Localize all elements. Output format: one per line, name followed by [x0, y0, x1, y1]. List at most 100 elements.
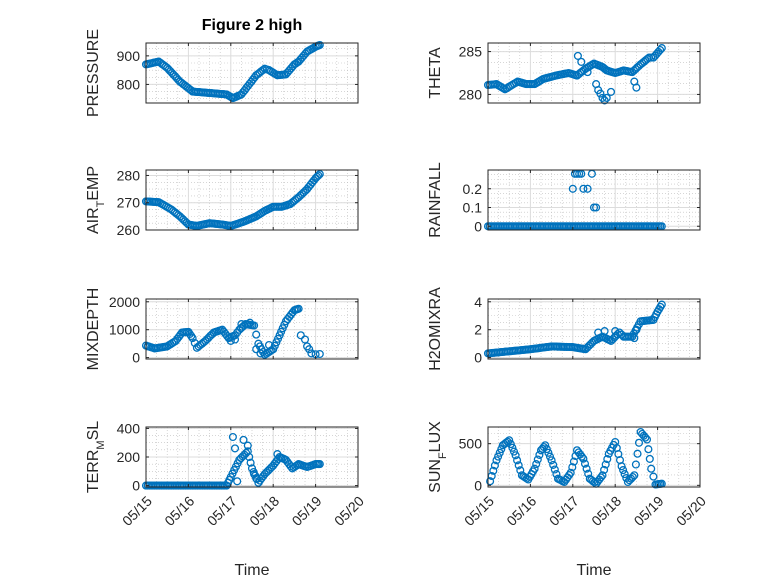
data-point: [243, 441, 252, 450]
data-point: [245, 318, 254, 327]
data-point: [315, 460, 324, 469]
data-point: [645, 454, 654, 463]
data-point: [486, 477, 495, 486]
data-point: [258, 65, 268, 75]
data-point: [256, 349, 265, 358]
y-tick-label: 1000: [109, 322, 140, 338]
data-point: [188, 334, 197, 343]
data-point: [508, 443, 517, 452]
x-tick-label: 05/19: [631, 493, 667, 529]
data-point: [233, 477, 242, 486]
x-tick-label: 05/18: [588, 493, 624, 529]
data-point: [630, 334, 639, 343]
x-tick-label: 05/17: [204, 493, 240, 529]
y-axis-label: AIRTEMP: [85, 166, 107, 234]
data-point: [596, 89, 605, 98]
data-point: [656, 45, 665, 55]
data-point: [239, 435, 248, 444]
data-point: [252, 330, 261, 339]
data-point: [634, 438, 644, 447]
data-point: [264, 340, 274, 350]
axes-box: [487, 169, 701, 231]
subplot-1: 800 900 PRESSURE: [85, 29, 359, 117]
data-point: [598, 471, 607, 480]
x-tick-label: 05/16: [503, 493, 539, 529]
subplot-7: 0 200 400 05/15 05/16 05/17 05/18 05/19 05/20 TER…: [85, 420, 367, 528]
data-point: [532, 460, 541, 469]
y-tick-label: 2000: [109, 294, 140, 310]
data-point: [315, 40, 324, 50]
data-point: [573, 51, 582, 60]
y-tick-label: 260: [117, 222, 141, 238]
data-point: [505, 436, 514, 445]
subplot-8: 0 500 05/15 05/16 05/17 05/18 05/19 05/20 SUNFLU…: [427, 421, 709, 529]
data-point: [611, 327, 620, 336]
data-point: [294, 304, 303, 313]
data-point: [657, 44, 666, 53]
data-point: [228, 432, 237, 442]
data-point: [250, 470, 259, 479]
data-point: [620, 470, 629, 479]
y-tick-label: 500: [459, 436, 483, 452]
data-point: [187, 331, 196, 341]
y-axis-label: SUNFLUX: [427, 421, 449, 493]
data-point: [568, 184, 577, 193]
data-point: [549, 460, 558, 469]
data-point: [544, 448, 553, 457]
figure-title: Figure 2 high: [202, 17, 302, 34]
data-point: [530, 464, 539, 473]
y-tick-label: 0.2: [463, 181, 483, 197]
data-point: [489, 466, 498, 475]
data-point: [305, 345, 314, 354]
data-point: [542, 445, 551, 454]
data-point: [245, 452, 254, 462]
y-tick-label: 285: [459, 44, 483, 60]
data-point: [580, 459, 590, 468]
y-tick-label: 0: [474, 218, 482, 234]
data-point: [600, 327, 609, 336]
y-axis-label: H2OMIXRA: [427, 287, 444, 371]
data-point: [230, 335, 240, 344]
data-point: [509, 447, 519, 456]
data-point: [315, 170, 324, 179]
x-axis-label-left: Time: [235, 562, 270, 579]
x-tick-label: 05/17: [546, 493, 582, 529]
data-point: [657, 300, 666, 309]
data-point: [314, 171, 323, 180]
data-point: [315, 349, 324, 359]
data-point: [632, 325, 641, 334]
x-axis-label-right: Time: [577, 562, 612, 579]
x-tick-label: 05/20: [331, 493, 367, 529]
data-point: [252, 474, 261, 483]
axes-box: [145, 42, 359, 104]
axes-box: [487, 298, 701, 360]
data-point: [582, 464, 591, 473]
data-point: [601, 460, 610, 469]
data-point: [516, 466, 525, 475]
x-tick-label: 05/16: [161, 493, 197, 529]
data-point: [598, 93, 607, 102]
subplot-6: 0 2 4 H2OMIXRA: [427, 287, 701, 371]
data-point: [642, 435, 652, 444]
data-point: [641, 433, 650, 442]
data-point: [273, 450, 282, 459]
data-point: [569, 457, 578, 466]
data-point: [535, 450, 544, 459]
data-point: [592, 203, 601, 212]
x-tick-label: 05/15: [119, 493, 155, 529]
data-point: [579, 454, 588, 463]
data-point: [600, 465, 609, 474]
data-point: [495, 448, 504, 457]
x-tick-label: 05/15: [461, 493, 497, 529]
y-axis-label: THETA: [427, 47, 444, 99]
data-point: [633, 449, 642, 458]
data-point: [506, 440, 515, 449]
data-point: [606, 87, 616, 96]
data-point: [628, 472, 637, 482]
data-point: [300, 335, 310, 344]
data-point: [226, 336, 235, 345]
data-point: [545, 452, 555, 461]
data-point: [230, 444, 240, 453]
data-point: [547, 456, 556, 465]
